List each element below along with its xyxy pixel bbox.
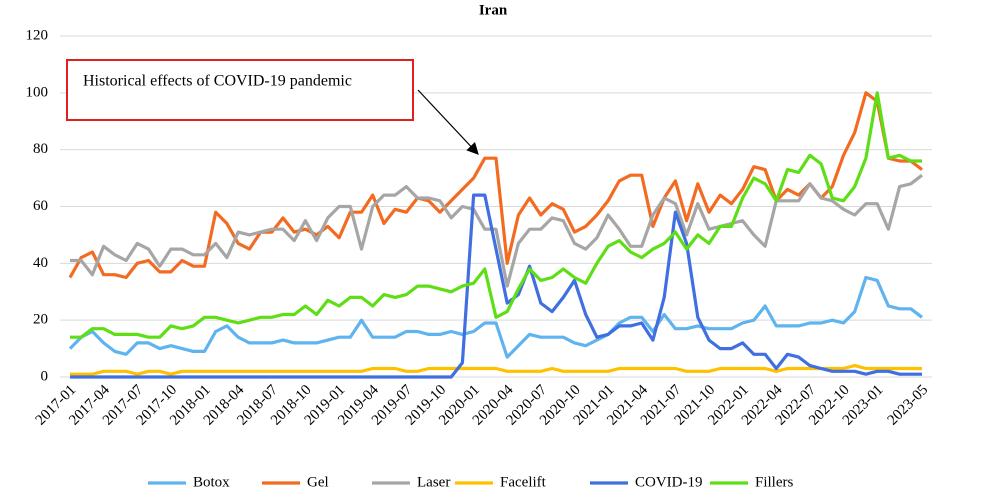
y-tick-label: 100 [26, 84, 49, 100]
legend-label: Facelift [500, 474, 547, 490]
y-tick-label: 20 [33, 312, 48, 328]
series-line [68, 275, 923, 359]
legend-label: Laser [417, 474, 450, 490]
series-line [70, 173, 923, 288]
y-tick-label: 40 [33, 255, 48, 271]
y-tick-label: 80 [33, 141, 48, 157]
chart-title: Iran [479, 2, 508, 18]
series-line [68, 91, 923, 280]
legend-label: Botox [193, 474, 230, 490]
x-tick-label: 2023-05 [885, 382, 932, 429]
annotation-arrow [417, 89, 479, 155]
legend-label: Gel [307, 474, 329, 490]
y-tick-label: 60 [33, 198, 48, 214]
series-line [70, 91, 922, 339]
series-line [70, 364, 922, 376]
legend-label: COVID-19 [635, 474, 703, 490]
y-tick-label: 120 [26, 27, 49, 43]
legend-label: Fillers [755, 474, 793, 490]
annotation-box [66, 59, 414, 121]
annotation: Historical effects of COVID-19 pandemic [83, 73, 352, 90]
y-tick-label: 0 [41, 368, 49, 384]
lines [68, 91, 923, 379]
series-line [70, 193, 922, 379]
